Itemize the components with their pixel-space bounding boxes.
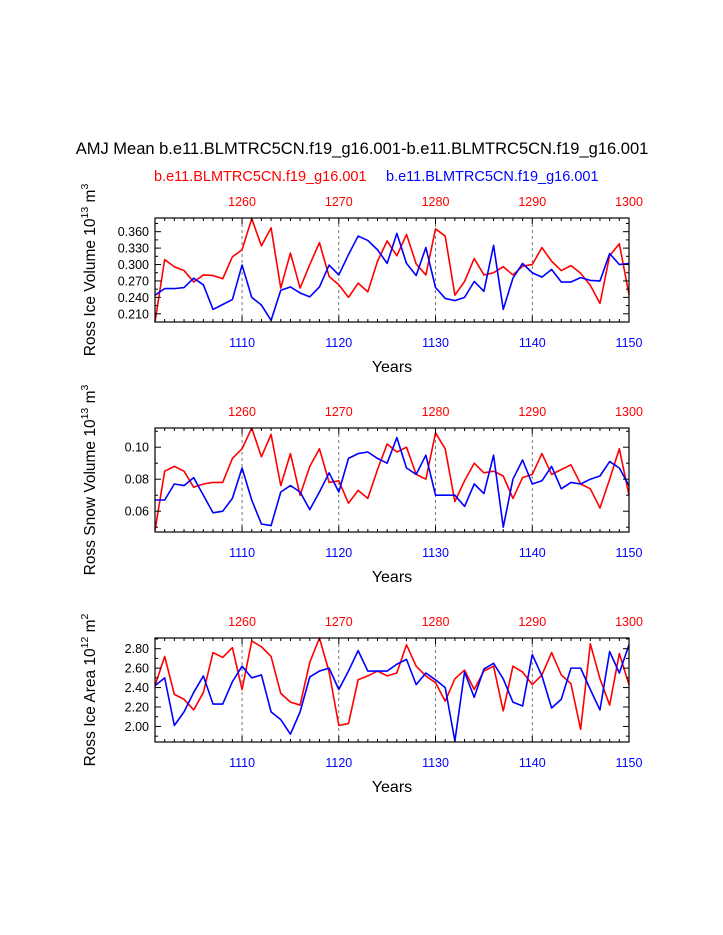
y-axis-title-unit-exponent: 2: [79, 613, 91, 619]
y-axis-title-unit: m: [82, 619, 99, 636]
panel-2: 1110 1120 1130 1140 1150 1260 1270 1280 1290 1300…: [79, 384, 643, 586]
y-axis-title-unit-exponent: 3: [79, 384, 91, 390]
y-tick-label: 0.210: [118, 307, 149, 321]
x-bottom-tick-label: 1110: [229, 756, 255, 770]
x-bottom-tick-label: 1110: [229, 336, 255, 350]
x-top-tick-label: 1280: [422, 615, 450, 629]
x-axis-title: Years: [372, 779, 412, 796]
y-tick-label: 2.60: [125, 662, 149, 676]
x-bottom-tick-label: 1130: [422, 336, 449, 350]
y-axis-title-main: Ross Ice Volume 10: [82, 218, 99, 356]
x-bottom-tick-label: 1150: [616, 336, 643, 350]
series-blue-line: [155, 233, 629, 320]
x-top-tick-label: 1280: [422, 405, 450, 419]
series-blue-line: [155, 438, 629, 528]
panel-1: 1110 1120 1130 1140 1150 1260 1270 1280 1290 1300…: [79, 184, 643, 376]
figure-canvas: AMJ Mean b.e11.BLMTRC5CN.f19_g16.001-b.e…: [0, 0, 723, 935]
y-tick-label: 0.08: [125, 473, 149, 487]
series-red-line: [155, 219, 629, 322]
x-bottom-tick-label: 1130: [422, 756, 449, 770]
x-bottom-tick-label: 1140: [519, 756, 546, 770]
y-tick-label: 2.00: [125, 720, 149, 734]
y-axis-title-exponent: 13: [79, 207, 91, 219]
panels-group: 1110 1120 1130 1140 1150 1260 1270 1280 1290 1300…: [79, 184, 643, 796]
y-tick-label: 0.06: [125, 505, 149, 519]
x-top-tick-label: 1260: [228, 195, 256, 209]
y-axis-title-exponent: 13: [79, 408, 91, 420]
x-top-tick-label: 1260: [228, 405, 256, 419]
y-axis-title: Ross Ice Area 1012 m2: [79, 613, 99, 766]
legend-blue-label: b.e11.BLMTRC5CN.f19_g16.001: [386, 169, 599, 185]
x-top-tick-label: 1260: [228, 615, 256, 629]
series-blue-line: [155, 645, 629, 741]
x-top-tick-label: 1290: [518, 405, 546, 419]
y-tick-label: 0.360: [118, 225, 149, 239]
x-bottom-tick-label: 1140: [519, 546, 546, 560]
x-top-tick-label: 1280: [422, 195, 450, 209]
x-axis-title: Years: [372, 569, 412, 586]
y-tick-label: 2.20: [125, 701, 149, 715]
series-red-line: [155, 638, 629, 729]
y-tick-label: 2.80: [125, 642, 149, 656]
x-bottom-tick-label: 1120: [325, 546, 352, 560]
x-top-tick-label: 1300: [615, 405, 643, 419]
x-top-tick-label: 1290: [518, 195, 546, 209]
x-bottom-tick-label: 1120: [325, 336, 352, 350]
y-tick-label: 0.330: [118, 242, 149, 256]
x-axis-title: Years: [372, 359, 412, 376]
y-axis-title-main: Ross Snow Volume 10: [82, 419, 99, 575]
x-top-tick-label: 1270: [325, 615, 353, 629]
x-top-tick-label: 1270: [325, 195, 353, 209]
x-bottom-tick-label: 1120: [325, 756, 352, 770]
x-bottom-tick-label: 1150: [616, 756, 643, 770]
y-axis-title-unit: m: [82, 390, 99, 407]
x-bottom-tick-label: 1150: [616, 546, 643, 560]
x-bottom-tick-label: 1110: [229, 546, 255, 560]
x-top-tick-label: 1300: [615, 615, 643, 629]
y-tick-label: 2.40: [125, 681, 149, 695]
y-axis-title-unit-exponent: 3: [79, 184, 91, 190]
y-tick-label: 0.10: [125, 441, 149, 455]
y-tick-label: 0.300: [118, 258, 149, 272]
x-top-tick-label: 1270: [325, 405, 353, 419]
chart-title: AMJ Mean b.e11.BLMTRC5CN.f19_g16.001-b.e…: [76, 140, 649, 158]
y-axis-title: Ross Snow Volume 1013 m3: [79, 384, 99, 575]
panel-3: 1110 1120 1130 1140 1150 1260 1270 1280 1290 1300…: [79, 613, 643, 796]
x-bottom-tick-label: 1130: [422, 546, 449, 560]
y-axis-title: Ross Ice Volume 1013 m3: [79, 184, 99, 357]
y-axis-title-main: Ross Ice Area 10: [82, 648, 99, 766]
y-tick-label: 0.240: [118, 291, 149, 305]
y-axis-title-exponent: 12: [79, 637, 91, 649]
x-bottom-tick-label: 1140: [519, 336, 546, 350]
y-axis-title-unit: m: [82, 190, 99, 207]
x-top-tick-label: 1290: [518, 615, 546, 629]
y-tick-label: 0.270: [118, 274, 149, 288]
legend-red-label: b.e11.BLMTRC5CN.f19_g16.001: [154, 169, 367, 185]
x-top-tick-label: 1300: [615, 195, 643, 209]
